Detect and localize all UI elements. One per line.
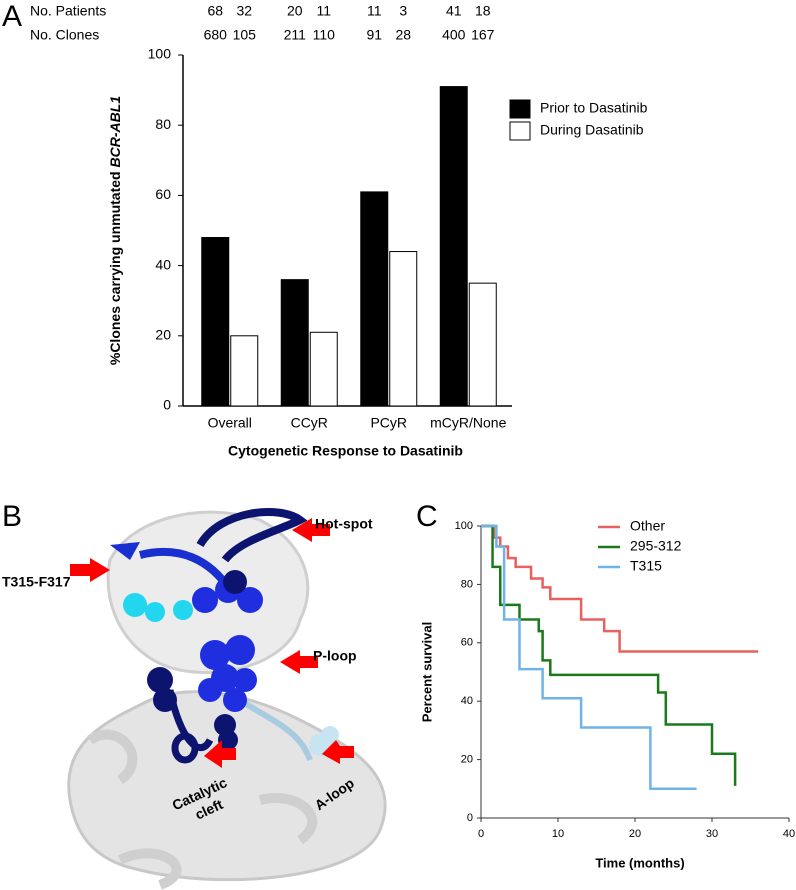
count-value: 3 [399, 3, 407, 19]
count-value: 400 [442, 27, 466, 43]
bar [309, 331, 338, 407]
y-tick-label: 20 [461, 754, 473, 766]
x-tick-label: PCyR [370, 415, 407, 431]
y-tick-label: 0 [467, 812, 473, 824]
x-tick-label: 40 [783, 828, 795, 840]
count-value: 11 [316, 3, 331, 19]
legend-label: During Dasatinib [540, 122, 644, 138]
x-axis-label: Time (months) [595, 855, 684, 870]
count-value: 28 [395, 27, 411, 43]
protein-structure [67, 508, 387, 890]
count-value: 91 [366, 27, 382, 43]
y-axis-label: Percent survival [419, 622, 434, 722]
x-tick-label: CCyR [291, 415, 328, 431]
legend-swatch [509, 121, 531, 141]
bar [201, 237, 230, 407]
panel-label: A [2, 0, 22, 33]
count-value: 680 [204, 27, 228, 43]
x-tick-label: 30 [706, 828, 718, 840]
y-tick-label: 60 [461, 637, 473, 649]
survival-curve [481, 524, 759, 653]
bar [389, 251, 418, 407]
count-value: 167 [471, 27, 495, 43]
bar [280, 279, 309, 407]
legend-label: T315 [630, 558, 662, 574]
x-tick-label: mCyR/None [430, 415, 506, 431]
panel-label: C [416, 500, 438, 533]
y-tick-label: 100 [148, 46, 172, 62]
y-tick-label: 80 [461, 578, 473, 590]
structure-label: P-loop [313, 648, 357, 664]
y-tick-label: 100 [455, 520, 473, 532]
count-row-label: No. Patients [30, 3, 106, 19]
y-tick-label: 20 [155, 327, 171, 343]
legend-label: Prior to Dasatinib [540, 100, 648, 116]
count-value: 105 [233, 27, 257, 43]
count-value: 32 [236, 3, 252, 19]
bar [230, 335, 259, 407]
legend-swatch [509, 99, 531, 119]
y-axis-label: %Clones carrying unmutated BCR-ABL1 [107, 96, 123, 365]
x-tick-label: 20 [629, 828, 641, 840]
bar [439, 86, 468, 407]
structure-label: T315-F317 [2, 574, 71, 590]
count-value: 110 [313, 27, 336, 43]
structure-label: Hot-spot [315, 516, 373, 532]
arrows [70, 518, 354, 768]
x-axis-label: Cytogenetic Response to Dasatinib [228, 443, 463, 459]
panel-label: B [2, 500, 22, 533]
count-value: 18 [475, 3, 491, 19]
x-tick-label: 10 [552, 828, 564, 840]
bar [468, 282, 497, 407]
y-tick-label: 0 [163, 397, 171, 413]
y-tick-label: 60 [155, 186, 171, 202]
survival-curve [481, 524, 697, 791]
y-tick-label: 40 [461, 695, 473, 707]
y-tick-label: 80 [155, 116, 171, 132]
count-value: 20 [287, 3, 303, 19]
x-tick-label: 0 [478, 828, 484, 840]
legend-label: Other [630, 518, 665, 534]
count-value: 211 [284, 27, 307, 43]
y-tick-label: 40 [155, 256, 171, 272]
legend-label: 295-312 [630, 538, 682, 554]
x-tick-label: Overall [208, 415, 252, 431]
count-value: 41 [446, 3, 462, 19]
bar [360, 191, 389, 407]
y-axis-label-part: %Clones carrying unmutated [107, 171, 123, 365]
survival-curve [481, 524, 737, 786]
count-value: 68 [207, 3, 223, 19]
y-axis-label-part: BCR-ABL1 [107, 96, 123, 168]
count-row-label: No. Clones [30, 27, 99, 43]
count-value: 11 [367, 3, 382, 19]
